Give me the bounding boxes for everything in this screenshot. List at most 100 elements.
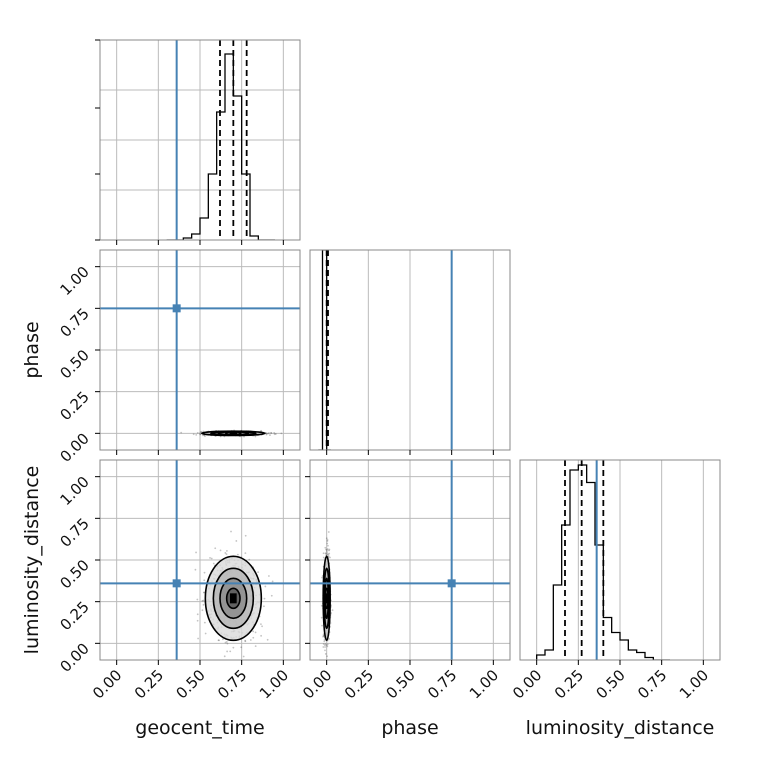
sample-point bbox=[274, 433, 277, 435]
sample-point bbox=[203, 621, 206, 624]
marginal-panel-phase bbox=[309, 249, 511, 455]
sample-point bbox=[257, 571, 260, 574]
truth-marker bbox=[172, 579, 181, 588]
sample-point bbox=[324, 644, 326, 646]
sample-point bbox=[326, 540, 329, 542]
sample-point bbox=[322, 634, 325, 636]
panel-content bbox=[536, 460, 704, 660]
sample-point bbox=[230, 530, 232, 533]
sample-point bbox=[326, 643, 329, 646]
x-tick-label: 0.75 bbox=[634, 666, 670, 702]
sample-point bbox=[322, 646, 325, 648]
sample-point bbox=[269, 434, 271, 436]
sample-point bbox=[325, 537, 328, 540]
sample-point bbox=[244, 552, 247, 555]
y-tick-label: 1.00 bbox=[56, 263, 92, 299]
sample-point bbox=[226, 550, 228, 552]
marginal-panel-luminosity_distance bbox=[519, 459, 721, 665]
x-tick-label: 1.00 bbox=[256, 666, 292, 702]
sample-point bbox=[264, 585, 267, 588]
sample-point bbox=[331, 609, 334, 612]
x-tick-label: 0.00 bbox=[509, 666, 545, 702]
sample-point bbox=[268, 575, 270, 577]
sample-point bbox=[202, 591, 205, 594]
sample-point bbox=[266, 638, 269, 641]
y-tick-label: 0.50 bbox=[56, 556, 92, 592]
x-axis-label-phase: phase bbox=[381, 717, 438, 739]
sample-point bbox=[229, 650, 232, 653]
sample-point bbox=[196, 431, 199, 434]
sample-point bbox=[236, 553, 239, 556]
truth-marker bbox=[447, 579, 456, 588]
sample-point bbox=[196, 619, 199, 622]
sample-point bbox=[326, 553, 329, 556]
sample-point bbox=[322, 643, 325, 645]
sample-point bbox=[270, 594, 273, 597]
y-tick-label: 0.25 bbox=[56, 598, 92, 634]
sample-point bbox=[270, 432, 273, 435]
sample-point bbox=[240, 646, 243, 649]
x-tick-label: 0.25 bbox=[341, 666, 377, 702]
sample-point bbox=[244, 534, 247, 537]
sample-point bbox=[222, 638, 224, 641]
x-tick-label: 0.50 bbox=[592, 666, 628, 702]
sample-point bbox=[322, 556, 325, 559]
sample-point bbox=[242, 655, 245, 658]
sample-point bbox=[212, 562, 215, 565]
sample-point bbox=[180, 431, 183, 434]
sample-point bbox=[280, 432, 283, 435]
sample-point bbox=[252, 636, 255, 639]
sample-point bbox=[273, 433, 276, 436]
sample-point bbox=[326, 538, 329, 541]
sample-point bbox=[199, 432, 201, 435]
sample-point bbox=[267, 432, 270, 434]
sample-point bbox=[327, 553, 330, 556]
sample-point bbox=[254, 645, 257, 647]
sample-point bbox=[263, 605, 265, 608]
sample-point bbox=[199, 431, 202, 433]
sample-point bbox=[265, 432, 268, 435]
sample-point bbox=[199, 433, 202, 436]
sample-point bbox=[320, 616, 323, 619]
sample-point bbox=[226, 650, 229, 653]
x-tick-label: 0.25 bbox=[551, 666, 587, 702]
sample-point bbox=[329, 556, 331, 559]
sample-point bbox=[273, 432, 276, 434]
sample-point bbox=[324, 646, 326, 648]
marginal-panel-geocent_time bbox=[95, 39, 301, 245]
sample-point bbox=[235, 540, 238, 542]
sample-point bbox=[324, 653, 327, 655]
sample-point bbox=[271, 580, 274, 583]
sample-point bbox=[199, 433, 201, 436]
sample-point bbox=[267, 432, 269, 435]
y-axis-label-luminosity_distance: luminosity_distance bbox=[21, 466, 43, 655]
sample-point bbox=[225, 641, 228, 643]
sample-point bbox=[261, 625, 263, 628]
sample-point bbox=[201, 609, 204, 612]
sample-point bbox=[244, 639, 247, 642]
sample-point bbox=[270, 431, 272, 434]
sample-point bbox=[328, 548, 331, 551]
sample-point bbox=[243, 435, 245, 438]
sample-point bbox=[202, 434, 204, 437]
histogram-step bbox=[318, 250, 331, 450]
sample-point bbox=[320, 604, 323, 607]
sample-point bbox=[226, 642, 229, 645]
sample-point bbox=[328, 638, 331, 640]
sample-point bbox=[260, 634, 263, 637]
sample-point bbox=[203, 591, 206, 594]
sample-point bbox=[197, 637, 200, 640]
sample-point bbox=[327, 555, 330, 557]
sample-point bbox=[249, 639, 252, 641]
sample-point bbox=[324, 552, 327, 555]
sample-point bbox=[203, 571, 206, 574]
sample-point bbox=[325, 550, 328, 552]
sample-point bbox=[194, 568, 197, 571]
sample-point bbox=[322, 635, 325, 637]
sample-point bbox=[224, 641, 227, 644]
sample-point bbox=[219, 549, 222, 552]
sample-point bbox=[326, 655, 328, 658]
sample-point bbox=[210, 557, 213, 560]
y-tick-label: 0.25 bbox=[56, 388, 92, 424]
sample-point bbox=[326, 645, 329, 648]
